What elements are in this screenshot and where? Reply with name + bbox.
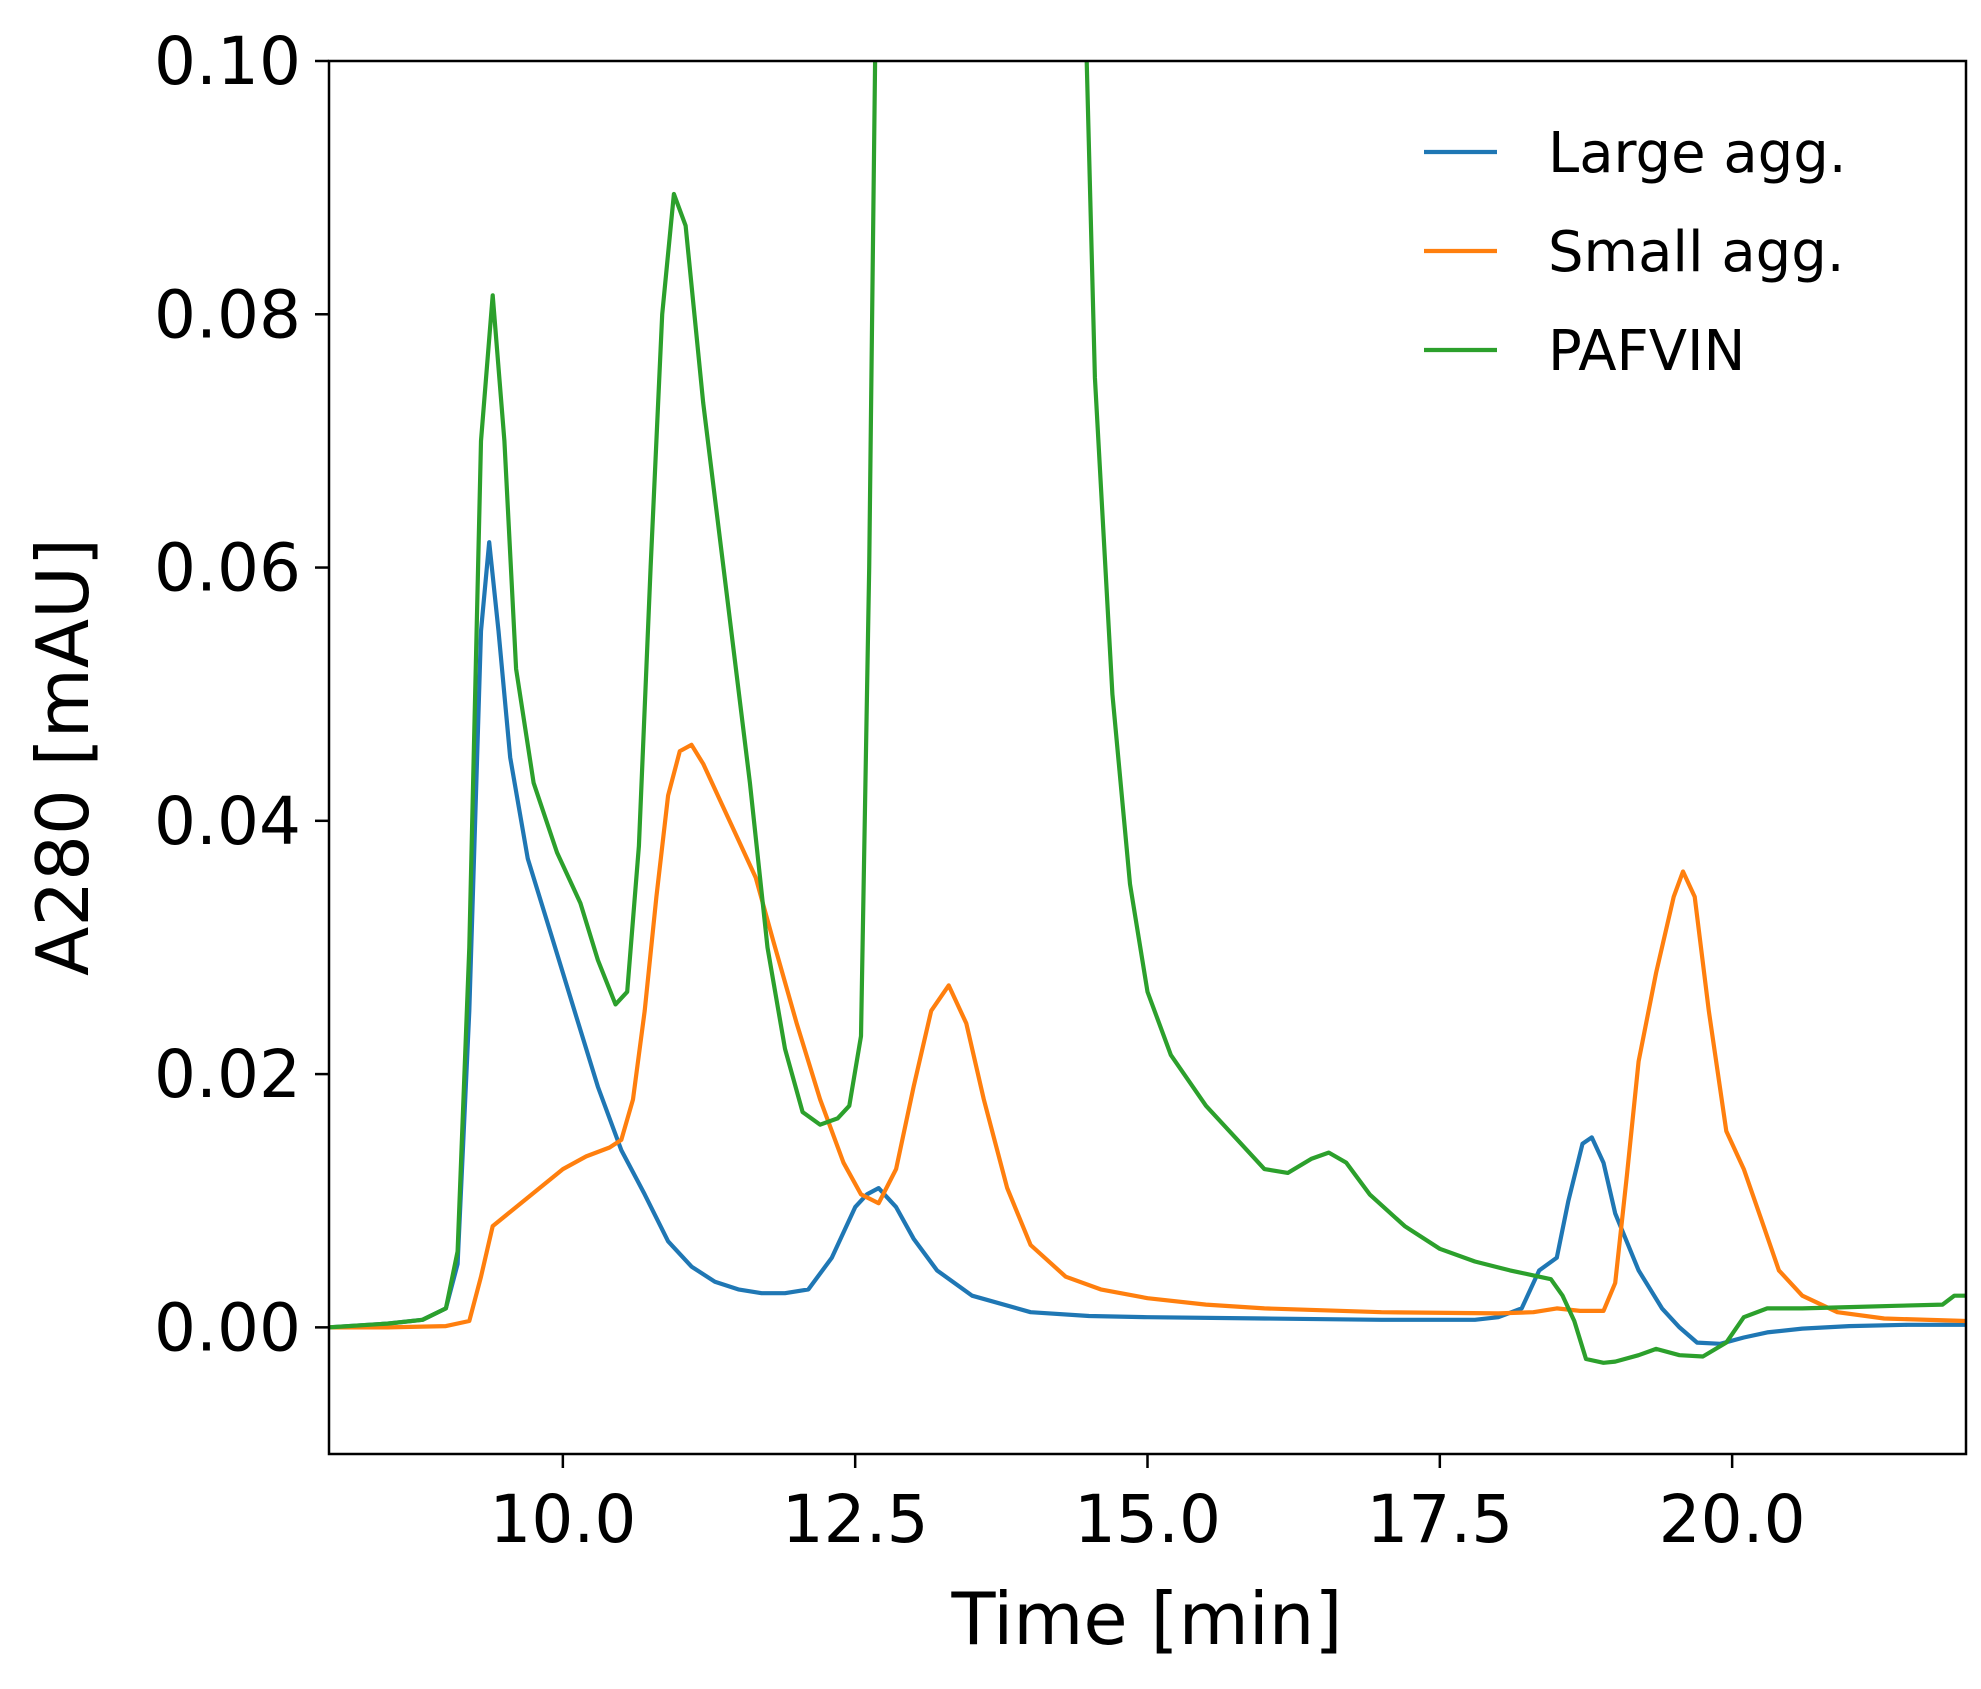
x-tick-label: 10.0 — [489, 1481, 636, 1558]
y-axis-title: A280 [mAU] — [21, 538, 105, 976]
y-tick-label: 0.00 — [154, 1289, 301, 1366]
x-tick-label: 12.5 — [782, 1481, 929, 1558]
y-tick-label: 0.04 — [154, 783, 301, 860]
x-tick-label: 17.5 — [1366, 1481, 1513, 1558]
series-line-3 — [329, 61, 1966, 1365]
series-line-1 — [329, 540, 1966, 1346]
legend: Large agg. Small agg. PAFVIN — [1424, 121, 1847, 384]
y-axis: 0.00 0.02 0.04 0.06 0.08 0.10 — [154, 23, 329, 1366]
series-layer — [329, 61, 1966, 1365]
y-tick-label: 0.10 — [154, 23, 301, 100]
legend-label: PAFVIN — [1548, 319, 1745, 384]
x-tick-label: 15.0 — [1074, 1481, 1221, 1558]
legend-label: Small agg. — [1548, 220, 1845, 285]
series-line-2 — [329, 742, 1966, 1330]
x-axis: 10.0 12.5 15.0 17.5 20.0 — [489, 1454, 1806, 1558]
y-tick-label: 0.06 — [154, 530, 301, 607]
x-tick-label: 20.0 — [1659, 1481, 1806, 1558]
x-axis-title: Time [min] — [950, 1577, 1342, 1661]
y-tick-label: 0.02 — [154, 1036, 301, 1113]
legend-label: Large agg. — [1548, 121, 1847, 186]
y-tick-label: 0.08 — [154, 276, 301, 353]
